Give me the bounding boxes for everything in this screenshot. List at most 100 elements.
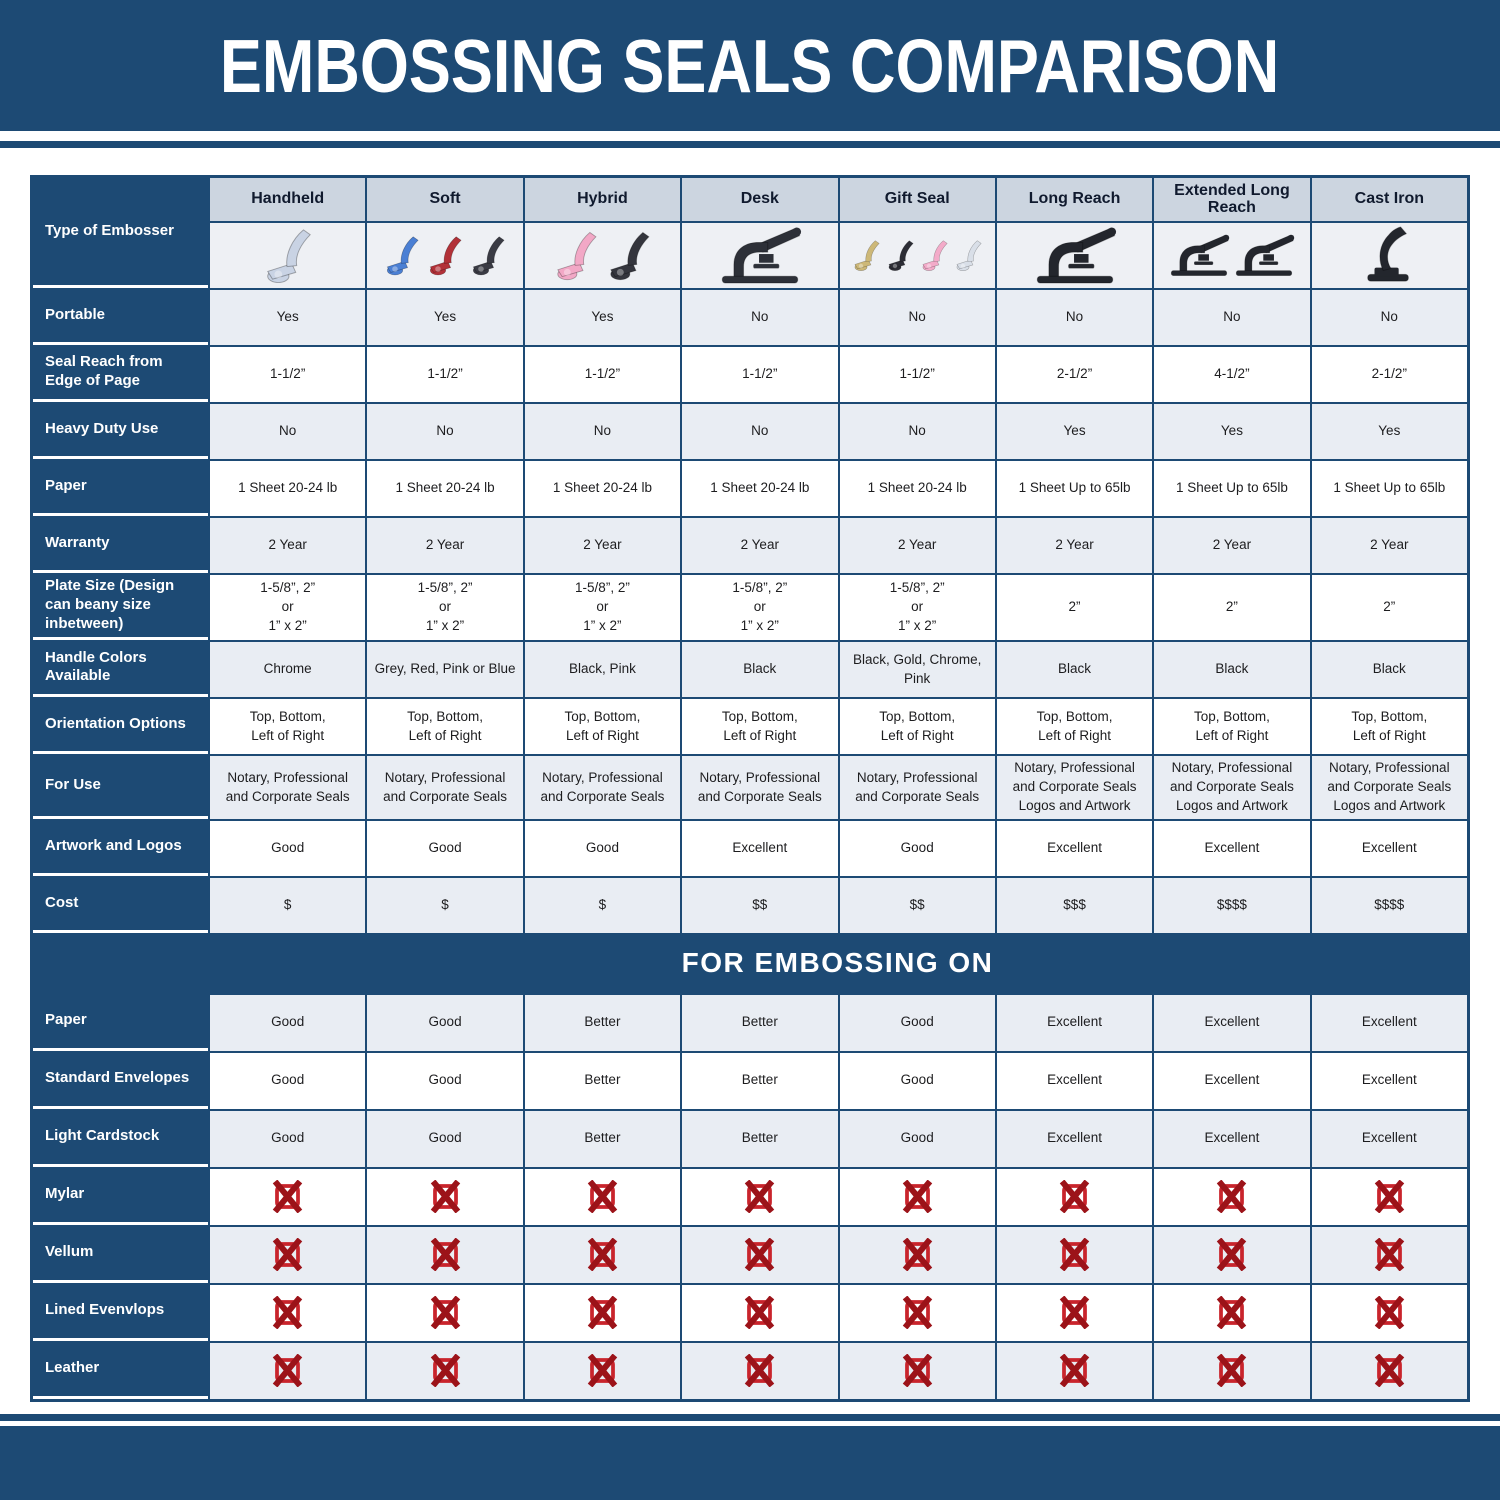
table-cell: Good bbox=[365, 1050, 523, 1109]
table-cell: 1-1/2” bbox=[522, 345, 681, 402]
table-cell: No bbox=[680, 288, 838, 345]
table-row-for-use: For Use Notary, Professional and Corporat… bbox=[33, 754, 1467, 819]
table-cell: 4-1/2” bbox=[1152, 345, 1310, 402]
table-cell: No bbox=[1152, 288, 1310, 345]
table-cell bbox=[208, 1224, 366, 1283]
table-row-paper: Paper Good Good Better Better Good Excellent Ex… bbox=[33, 992, 1467, 1051]
title-band: EMBOSSING SEALS COMPARISON bbox=[0, 0, 1500, 131]
table-row-vellum: Vellum bbox=[33, 1224, 1467, 1283]
table-cell bbox=[1152, 1282, 1310, 1341]
table-cell: Top, Bottom, Left of Right bbox=[680, 697, 838, 755]
top-divider-navy bbox=[0, 141, 1500, 148]
column-desk: Desk bbox=[680, 178, 838, 288]
table-cell: No bbox=[837, 288, 995, 345]
row-label: Leather bbox=[33, 1340, 208, 1399]
column-headers: Handheld Soft Hybrid Desk Gift Se bbox=[208, 178, 1467, 288]
table-cell: Excellent bbox=[1152, 1108, 1310, 1167]
table-cell bbox=[1309, 1224, 1467, 1283]
table-cell: $$ bbox=[680, 875, 838, 933]
row-label: Lined Evenvlops bbox=[33, 1282, 208, 1341]
row-label: Standard Envelopes bbox=[33, 1050, 208, 1109]
table-cell: Good bbox=[208, 818, 366, 876]
table-cell bbox=[365, 1166, 523, 1225]
table-cell: 1 Sheet 20-24 lb bbox=[208, 459, 366, 516]
embosser-image bbox=[682, 223, 838, 288]
table-cell: No bbox=[680, 402, 838, 459]
table-cell: Black, Gold, Chrome, Pink bbox=[837, 640, 995, 698]
row-label: Seal Reach from Edge of Page bbox=[33, 345, 208, 402]
hand-embosser-icon bbox=[557, 231, 597, 281]
table-cell: $ bbox=[522, 875, 681, 933]
not-suitable-x-icon bbox=[902, 1296, 932, 1330]
column-header-label: Handheld bbox=[210, 178, 366, 223]
table-cell: 1-1/2” bbox=[208, 345, 366, 402]
table-cell: 2 Year bbox=[208, 516, 366, 573]
hand-embosser-icon bbox=[610, 231, 650, 281]
table-cell bbox=[680, 1340, 838, 1399]
row-label: Vellum bbox=[33, 1224, 208, 1283]
table-cell: Excellent bbox=[1309, 1050, 1467, 1109]
not-suitable-x-icon bbox=[745, 1354, 775, 1388]
table-cell: 1 Sheet Up to 65lb bbox=[1309, 459, 1467, 516]
row-label: Heavy Duty Use bbox=[33, 402, 208, 459]
table-row-seal-reach-from-edge-of-page: Seal Reach from Edge of Page 1-1/2” 1-1/2”… bbox=[33, 345, 1467, 402]
table-cell: Black bbox=[1152, 640, 1310, 698]
not-suitable-x-icon bbox=[587, 1354, 618, 1388]
table-row-cost: Cost $ $ $ $$ $$ $$$ $$$$ $$$$ bbox=[33, 875, 1467, 933]
table-cell: No bbox=[365, 402, 523, 459]
embosser-image bbox=[1311, 223, 1467, 288]
hand-embosser-icon bbox=[854, 240, 880, 271]
page-title: EMBOSSING SEALS COMPARISON bbox=[220, 23, 1280, 108]
table-cell: Excellent bbox=[994, 1050, 1153, 1109]
column-header-label: Soft bbox=[367, 178, 523, 223]
not-suitable-x-icon bbox=[272, 1238, 303, 1272]
table-cell bbox=[208, 1166, 366, 1225]
table-cell: No bbox=[994, 288, 1153, 345]
not-suitable-x-icon bbox=[1374, 1354, 1405, 1388]
table-header-row: Type of Embosser Handheld Soft Hybrid De… bbox=[33, 178, 1467, 288]
column-header-label: Hybrid bbox=[524, 178, 681, 223]
not-suitable-x-icon bbox=[745, 1180, 775, 1214]
not-suitable-x-icon bbox=[1374, 1296, 1405, 1330]
table-cell bbox=[1152, 1224, 1310, 1283]
desk-embosser-icon bbox=[721, 227, 801, 284]
table-cell: Good bbox=[837, 818, 995, 876]
not-suitable-x-icon bbox=[587, 1296, 618, 1330]
not-suitable-x-icon bbox=[1217, 1296, 1247, 1330]
column-soft: Soft bbox=[365, 178, 523, 288]
table-cell: $ bbox=[208, 875, 366, 933]
table-cell: 2 Year bbox=[522, 516, 681, 573]
table-cell bbox=[1152, 1166, 1310, 1225]
not-suitable-x-icon bbox=[430, 1296, 460, 1330]
table-cell: 1-1/2” bbox=[680, 345, 838, 402]
table-cell bbox=[994, 1166, 1153, 1225]
row-label: Plate Size (Design can beany size inbetw… bbox=[33, 573, 208, 641]
not-suitable-x-icon bbox=[430, 1238, 460, 1272]
table-cell bbox=[1309, 1340, 1467, 1399]
cast-iron-embosser-icon bbox=[1367, 226, 1410, 282]
table-cell bbox=[837, 1282, 995, 1341]
column-header-label: Extended Long Reach bbox=[1154, 178, 1310, 223]
table-cell: Chrome bbox=[208, 640, 366, 698]
table-cell: Yes bbox=[365, 288, 523, 345]
table-cell bbox=[837, 1340, 995, 1399]
embosser-image bbox=[367, 223, 523, 288]
table-cell: 2” bbox=[1152, 573, 1310, 641]
table-cell: 1 Sheet 20-24 lb bbox=[837, 459, 995, 516]
table-row-portable: Portable Yes Yes Yes No No No No No bbox=[33, 288, 1467, 345]
row-label: Mylar bbox=[33, 1166, 208, 1225]
table-cell: Top, Bottom, Left of Right bbox=[1152, 697, 1310, 755]
table-cell: Excellent bbox=[680, 818, 838, 876]
table-cell: Excellent bbox=[1152, 1050, 1310, 1109]
table-cell: $$ bbox=[837, 875, 995, 933]
table-cell: Good bbox=[365, 1108, 523, 1167]
hand-embosser-icon bbox=[888, 240, 914, 271]
embosser-image bbox=[1154, 223, 1310, 288]
table-cell: Black bbox=[1309, 640, 1467, 698]
table-cell bbox=[1309, 1166, 1467, 1225]
table-cell: 1-5/8”, 2” or 1” x 2” bbox=[680, 573, 838, 641]
not-suitable-x-icon bbox=[1374, 1180, 1405, 1214]
embosser-image bbox=[210, 223, 366, 288]
table-row-lined-evenvlops: Lined Evenvlops bbox=[33, 1282, 1467, 1341]
table-cell: Black bbox=[680, 640, 838, 698]
